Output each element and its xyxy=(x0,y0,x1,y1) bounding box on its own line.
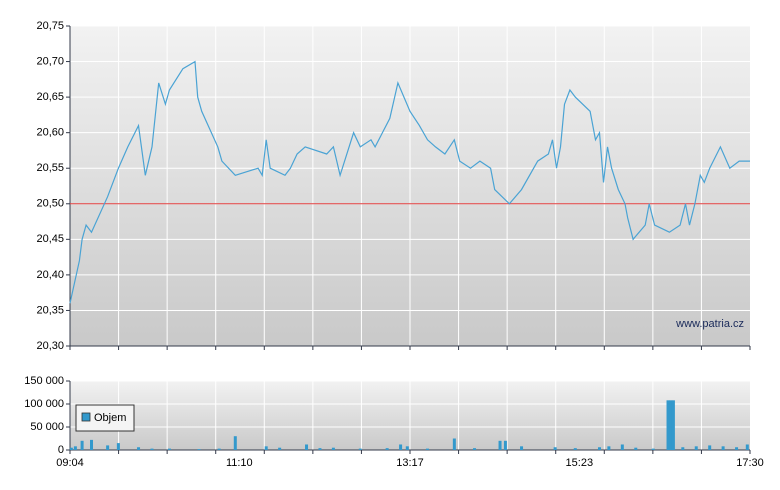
price-line xyxy=(69,60,750,304)
y-tick-label: 20,45 xyxy=(36,233,64,245)
volume-bar xyxy=(167,448,171,450)
volume-bar xyxy=(331,447,335,450)
volume-bar xyxy=(553,447,557,450)
volume-bar xyxy=(137,447,141,450)
volume-bar xyxy=(503,440,507,450)
volume-bar xyxy=(399,444,403,450)
volume-bar xyxy=(607,446,611,450)
y-tick-label: 20,75 xyxy=(36,20,64,32)
x-tick-label: 17:30 xyxy=(736,457,764,469)
volume-bar xyxy=(90,439,94,450)
y-tick-label: 100 000 xyxy=(24,398,64,410)
y-tick-label: 20,50 xyxy=(36,198,64,210)
legend-swatch xyxy=(81,412,91,422)
legend-label: Objem xyxy=(94,412,126,424)
volume-bar xyxy=(694,446,698,450)
volume-bar xyxy=(745,444,749,450)
volume-bar xyxy=(358,448,362,450)
y-tick-label: 20,30 xyxy=(36,340,64,352)
volume-bar xyxy=(452,438,456,450)
watermark: www.patria.cz xyxy=(675,318,744,330)
volume-bar xyxy=(597,447,601,450)
volume-bar xyxy=(405,446,409,450)
y-tick-label: 0 xyxy=(58,444,64,456)
volume-bar xyxy=(573,448,577,450)
volume-bar xyxy=(69,447,73,450)
x-tick-label: 13:17 xyxy=(396,457,424,469)
volume-bar xyxy=(278,447,282,450)
volume-bar xyxy=(106,445,110,450)
volume-bar xyxy=(197,449,201,450)
y-tick-label: 20,55 xyxy=(36,162,64,174)
volume-bar xyxy=(305,444,309,450)
volume-bar xyxy=(385,448,389,450)
volume-bar xyxy=(116,443,120,450)
y-tick-label: 20,70 xyxy=(36,55,64,67)
volume-bar xyxy=(217,448,221,450)
volume-bar xyxy=(735,447,739,450)
volume-bar xyxy=(80,440,84,450)
volume-bar xyxy=(721,446,725,450)
x-tick-label: 11:10 xyxy=(226,457,253,469)
y-tick-label: 20,65 xyxy=(36,91,64,103)
volume-bar xyxy=(318,448,322,450)
y-tick-label: 50 000 xyxy=(30,421,64,433)
y-tick-label: 20,60 xyxy=(36,127,64,139)
volume-bar xyxy=(498,440,502,450)
volume-bar xyxy=(520,446,524,450)
volume-bar xyxy=(708,445,712,450)
x-tick-label: 15:23 xyxy=(566,457,594,469)
y-tick-label: 20,40 xyxy=(36,269,64,281)
volume-bar xyxy=(473,448,477,450)
y-tick-label: 150 000 xyxy=(24,375,64,387)
volume-bar xyxy=(651,448,655,450)
volume-bar xyxy=(233,436,237,450)
x-tick-label: 09:04 xyxy=(56,457,84,469)
volume-bar xyxy=(73,446,77,450)
volume-bar xyxy=(150,448,154,450)
volume-bar xyxy=(671,400,675,450)
volume-bar xyxy=(669,400,673,450)
volume-bar xyxy=(681,447,685,450)
volume-bar xyxy=(620,444,624,450)
volume-bar xyxy=(666,400,670,450)
volume-bar xyxy=(634,447,638,450)
volume-bar xyxy=(264,446,268,450)
volume-bar xyxy=(425,448,429,450)
y-tick-label: 20,35 xyxy=(36,304,64,316)
